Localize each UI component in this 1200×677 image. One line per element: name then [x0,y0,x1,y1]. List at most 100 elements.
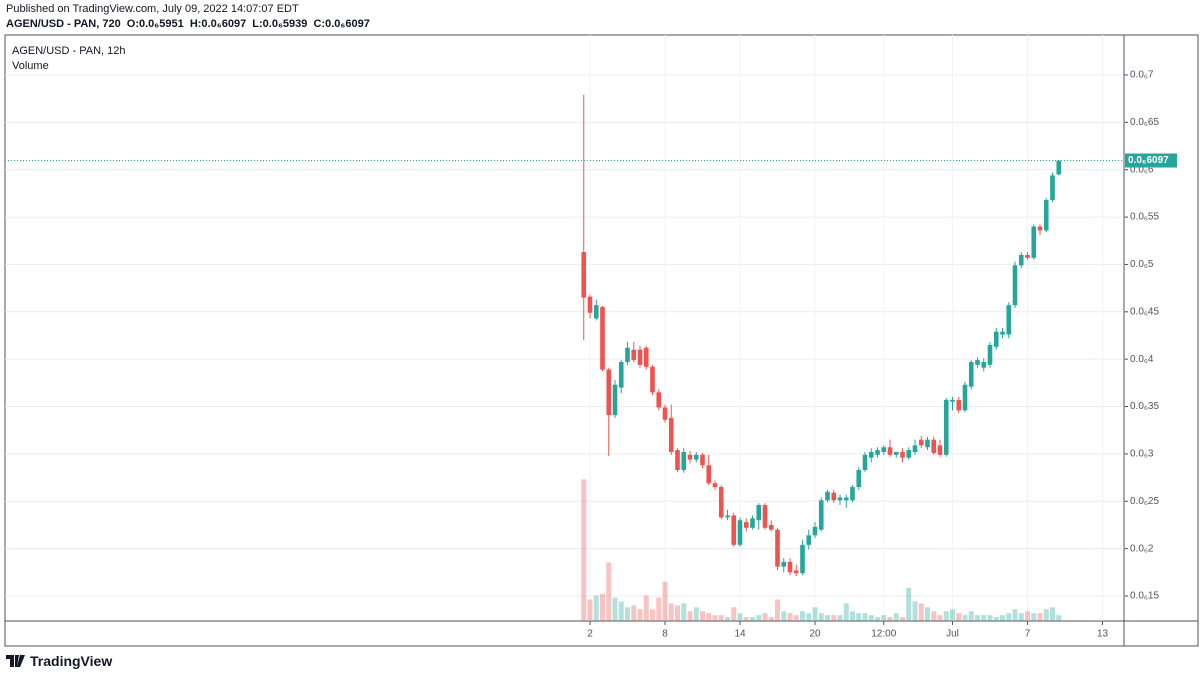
candle-body [1050,175,1055,201]
candle-body [837,497,843,501]
candle-body [587,296,593,313]
volume-bar [612,597,618,621]
candle-body [968,362,974,387]
volume-bar [581,479,587,621]
candle-body [693,454,699,460]
candle-body [856,470,862,488]
candle-body [906,450,912,458]
candle-body [1000,331,1005,335]
candle-body [725,515,730,518]
candle-body [793,570,799,574]
candle-body [1006,305,1012,335]
volume-bar [975,615,980,621]
volume-bar [943,611,949,621]
volume-bar [656,597,662,621]
candle-body [643,347,649,367]
volume-bar [793,615,799,621]
candle-body [843,497,849,501]
candle-body [787,561,793,573]
volume-bar [750,617,755,621]
candle-body [768,524,774,530]
candle-body [850,487,855,501]
volume-bar [800,611,805,621]
candle-body [943,399,949,455]
volume-bar [981,615,987,621]
volume-bar [818,613,824,621]
candle-body [800,544,805,574]
volume-bar [968,611,974,621]
y-tick-label: 0.0₆7 [1130,70,1154,81]
candle-body [962,384,968,411]
candle-body [931,439,937,453]
x-tick-label: 7 [1025,629,1031,640]
volume-bar [925,607,930,621]
candle-body [1031,226,1037,258]
volume-bar [631,605,637,621]
volume-bar [937,615,943,621]
volume-bar [868,615,874,621]
volume-bar [856,613,862,621]
candle-body [875,450,880,455]
x-tick-label: 20 [809,629,821,640]
x-tick-label: 2 [587,629,593,640]
volume-bar [837,615,843,621]
volume-bar [806,613,812,621]
candle-body [806,535,812,545]
volume-bar [831,615,837,621]
volume-bar [725,617,730,621]
y-tick-label: 0.0₆6 [1130,164,1154,175]
x-tick-label: 14 [734,629,746,640]
last-price-label: 0.0₆6097 [1128,155,1169,166]
volume-bar [643,595,649,621]
candle-body [631,349,637,361]
candle-body [675,450,680,471]
candle-body [1025,254,1030,258]
candle-body [881,447,887,453]
volume-bar [637,609,643,621]
volume-bar [956,613,962,621]
volume-bar [606,562,612,621]
y-tick-label: 0.0₆45 [1130,306,1159,317]
y-tick-label: 0.0₆55 [1130,212,1159,223]
volume-bar [687,611,693,621]
volume-bar [912,601,918,621]
candle-body [731,515,737,545]
candle-body [612,384,618,416]
ohlc-close: C:0.0₆6097 [313,18,370,30]
volume-bar [662,581,668,621]
volume-bar [906,587,912,621]
volume-bar [700,611,705,621]
logo [6,655,25,667]
volume-bar [587,599,593,621]
volume-bar [743,617,749,621]
symbol-line: AGEN/USD - PAN, 720 O:0.0₆5951 H:0.0₆609… [6,18,373,30]
candle-body [925,439,930,448]
candle-body [987,344,993,365]
y-tick-label: 0.0₆2 [1130,543,1154,554]
volume-bar [668,603,674,621]
candle-body [975,360,980,365]
candle-body [1012,265,1018,306]
candle-body [1037,226,1043,231]
candle-body [737,520,743,545]
ohlc-open: O:0.0₆5951 [126,18,184,30]
volume-bar [1012,609,1018,621]
candle-body [950,399,955,402]
y-tick-label: 0.0₆5 [1130,259,1154,270]
footer: TradingView [6,653,112,669]
y-tick-label: 0.0₆65 [1130,117,1159,128]
y-tick-label: 0.0₆15 [1130,591,1159,602]
y-tick-label: 0.0₆3 [1130,449,1154,460]
candle-body [993,331,999,347]
volume-bar [918,603,924,621]
ohlc-low: L:0.0₆5939 [252,18,308,30]
candle-body [831,492,837,501]
candle-body [618,362,624,388]
brand: TradingView [30,653,113,669]
candle-body [825,491,830,501]
volume-bar [881,615,887,621]
volume-bar [1037,613,1043,621]
x-tick-label: Jul [946,629,959,640]
volume-bar [737,613,743,621]
volume-bar [987,615,993,621]
